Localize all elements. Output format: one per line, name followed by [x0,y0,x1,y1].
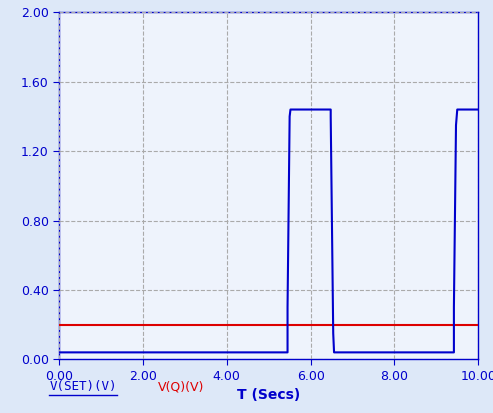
Text: V(Q)(V): V(Q)(V) [158,380,204,393]
Text: V(SET)(V): V(SET)(V) [49,380,117,393]
X-axis label: T (Secs): T (Secs) [237,388,300,402]
